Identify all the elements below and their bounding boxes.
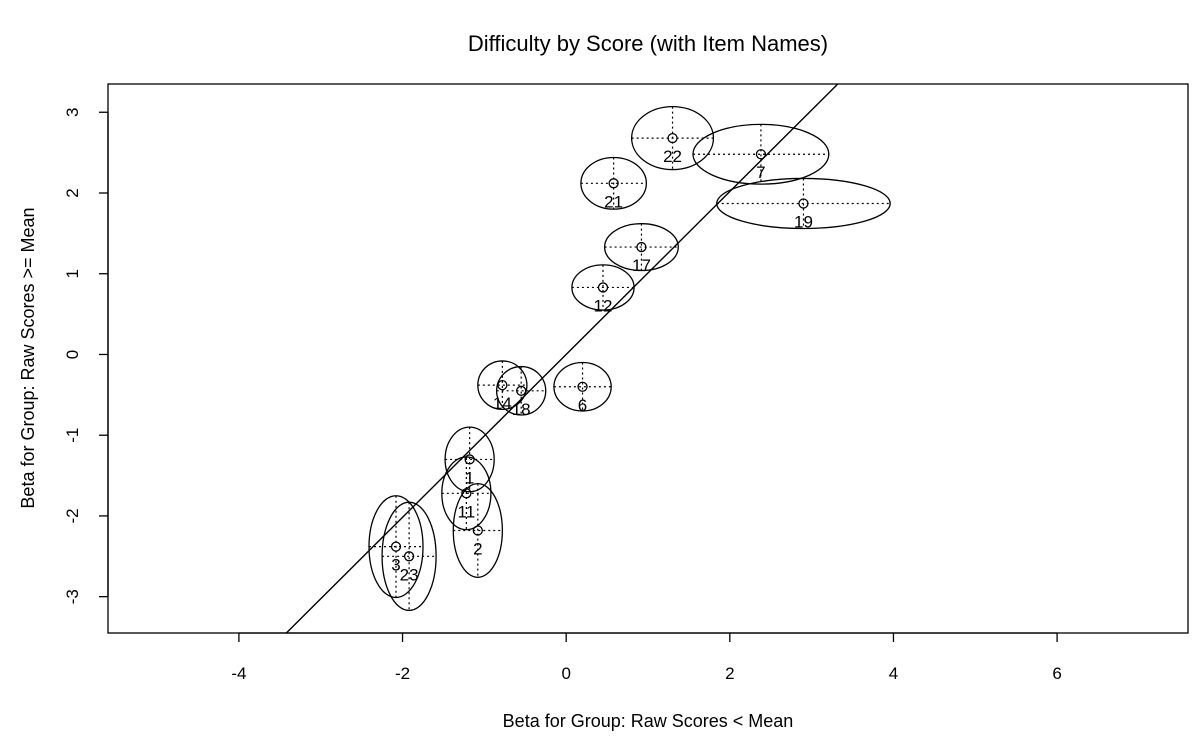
point-label: 1 [465, 468, 474, 487]
x-tick-label: 4 [889, 664, 898, 683]
point-marker [597, 282, 609, 293]
point-marker [390, 541, 402, 552]
point-label: 23 [400, 565, 419, 584]
y-tick-label: 3 [63, 108, 82, 117]
point-label: 6 [578, 396, 587, 415]
chart-title: Difficulty by Score (with Item Names) [468, 31, 828, 56]
reference-line [285, 84, 839, 633]
point-label: 22 [663, 147, 682, 166]
data-point: 23 [381, 501, 437, 612]
data-point: 12 [571, 264, 635, 315]
y-axis: -3 -2 -1 0 1 2 3 [63, 108, 109, 604]
data-point: 3 [368, 495, 424, 599]
point-label: 17 [632, 256, 651, 275]
y-axis-label: Beta for Group: Raw Scores >= Mean [18, 207, 38, 508]
data-point: 2 [452, 482, 504, 578]
plot-frame [107, 83, 1189, 634]
data-point: 22 [630, 105, 715, 171]
point-marker [667, 132, 678, 144]
point-marker [798, 198, 809, 209]
x-tick-label: -4 [231, 664, 246, 683]
point-label: 19 [794, 212, 813, 231]
x-tick-label: 0 [561, 664, 570, 683]
data-point: 6 [553, 361, 612, 415]
point-label: 7 [756, 163, 765, 182]
point-label: 2 [473, 539, 482, 558]
data-point: 11 [441, 456, 492, 531]
point-label: 14 [493, 394, 512, 413]
y-tick-label: -1 [63, 428, 82, 443]
point-label: 3 [391, 556, 400, 575]
data-point: 18 [495, 365, 547, 419]
point-marker [636, 241, 647, 253]
point-label: 11 [458, 502, 476, 521]
y-tick-label: 0 [63, 350, 82, 359]
point-label: 21 [604, 192, 623, 211]
x-axis-label: Beta for Group: Raw Scores < Mean [503, 711, 794, 731]
point-marker [577, 381, 588, 392]
y-tick-label: -3 [63, 589, 82, 604]
data-point: 21 [580, 156, 648, 211]
point-marker [472, 525, 483, 536]
x-axis: -4 -2 0 2 4 6 [231, 632, 1062, 683]
data-point: 1 [444, 426, 495, 493]
y-tick-label: 2 [63, 188, 82, 197]
point-marker [403, 551, 415, 562]
x-tick-label: 6 [1052, 664, 1061, 683]
point-marker [608, 178, 619, 189]
point-label: 18 [512, 400, 531, 419]
y-tick-label: -2 [63, 508, 82, 523]
data-point: 7 [692, 123, 830, 185]
point-label: 12 [594, 296, 613, 315]
data-point: 17 [603, 223, 679, 275]
x-tick-label: -2 [395, 664, 410, 683]
point-marker [755, 149, 767, 160]
x-tick-label: 2 [725, 664, 734, 683]
y-tick-label: 1 [63, 269, 82, 278]
point-marker [516, 385, 527, 396]
data-point: 19 [716, 177, 891, 231]
